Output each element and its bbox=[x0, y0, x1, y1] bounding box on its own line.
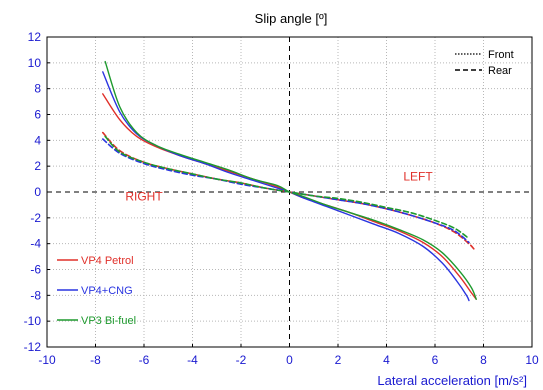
x-tick-label: 10 bbox=[525, 353, 539, 367]
legend-label-front: Front bbox=[488, 49, 514, 61]
annotation-left: LEFT bbox=[403, 169, 433, 183]
series-legend: VP4 Petrol VP4+CNG VP3 Bi-fuel bbox=[57, 255, 136, 327]
series-line-vp3-bi-fuel-front bbox=[104, 60, 477, 300]
y-tick-label: 2 bbox=[34, 159, 41, 173]
x-tick-label: 8 bbox=[480, 353, 487, 367]
x-tick-label: -8 bbox=[90, 353, 101, 367]
y-tick-label: -6 bbox=[30, 263, 41, 277]
y-tick-label: 12 bbox=[28, 30, 42, 44]
y-tick-label: 6 bbox=[34, 108, 41, 122]
y-tick-label: 8 bbox=[34, 82, 41, 96]
y-tick-label: -12 bbox=[24, 340, 42, 354]
x-tick-label: -4 bbox=[187, 353, 198, 367]
series-line-vp3-bi-fuel-rear bbox=[104, 135, 470, 240]
x-tick-label: -2 bbox=[236, 353, 247, 367]
x-tick-label: 4 bbox=[383, 353, 390, 367]
y-tick-labels: -12 -10 -8 -6 -4 -2 0 2 4 6 8 10 12 bbox=[24, 30, 50, 354]
legend-series-label: VP4 Petrol bbox=[81, 255, 134, 267]
legend-series-label: VP4+CNG bbox=[81, 285, 133, 297]
x-tick-label: 0 bbox=[286, 353, 293, 367]
x-tick-label: -10 bbox=[38, 353, 56, 367]
x-tick-labels: -10 -8 -6 -4 -2 0 2 4 6 8 10 bbox=[38, 344, 539, 367]
y-tick-label: -8 bbox=[30, 288, 41, 302]
line-style-legend: Front Rear bbox=[455, 49, 514, 77]
x-tick-label: 6 bbox=[432, 353, 439, 367]
y-tick-label: -2 bbox=[30, 211, 41, 225]
legend-series-label: VP3 Bi-fuel bbox=[81, 315, 136, 327]
y-tick-label: 4 bbox=[34, 133, 41, 147]
x-tick-label: 2 bbox=[335, 353, 342, 367]
y-tick-label: -4 bbox=[30, 237, 41, 251]
series-lines bbox=[101, 60, 477, 302]
y-tick-label: 10 bbox=[28, 56, 42, 70]
series-line-vp4-cng-front bbox=[102, 71, 470, 302]
x-axis-label: Lateral acceleration [m/s²] bbox=[377, 373, 527, 388]
legend-label-rear: Rear bbox=[488, 65, 512, 77]
y-tick-label: 0 bbox=[34, 185, 41, 199]
annotation-right: RIGHT bbox=[125, 189, 163, 203]
chart-title: Slip angle [º] bbox=[255, 11, 328, 26]
y-tick-label: -10 bbox=[24, 314, 42, 328]
x-tick-label: -6 bbox=[139, 353, 150, 367]
annotations: RIGHT LEFT bbox=[125, 169, 433, 203]
